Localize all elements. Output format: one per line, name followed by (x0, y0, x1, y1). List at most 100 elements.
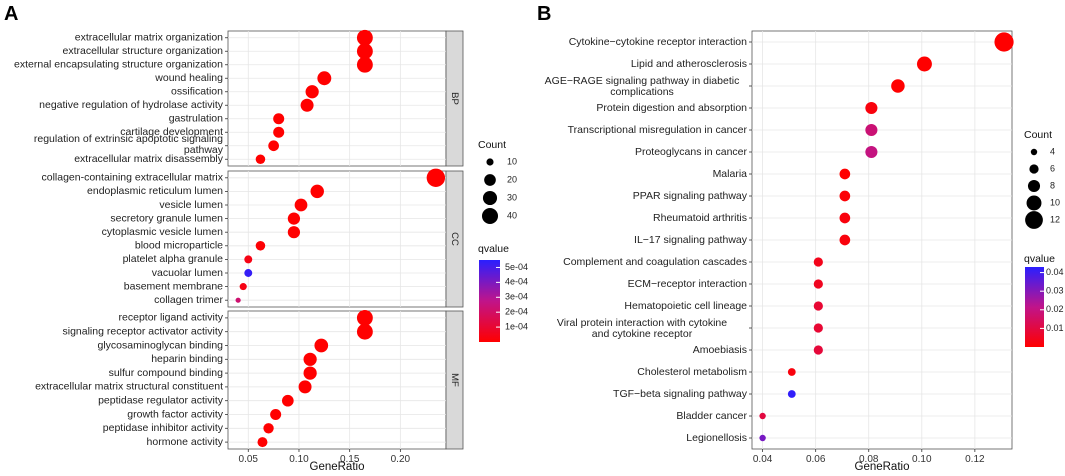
panel-label-a: A (4, 3, 18, 25)
y-tick-label: Cytokine−cytokine receptor interaction (569, 36, 747, 48)
y-tick-label: Cholesterol metabolism (637, 366, 747, 378)
facet-strip-label: MF (449, 373, 460, 387)
facet-panel-cc (227, 170, 447, 308)
dot-point (787, 368, 796, 376)
y-tick-label: IL−17 signaling pathway (634, 234, 748, 246)
dot-point (235, 297, 241, 303)
size-legend-label: 40 (507, 210, 517, 220)
size-legend-label: 30 (507, 192, 517, 202)
legend-a: Count 10 20 30 40 qvalue 5e-04 4e-04 3e-04 2e-… (478, 139, 528, 342)
y-tick-label: heparin binding (151, 353, 223, 365)
size-legend-label: 10 (1050, 197, 1060, 207)
size-legend-dot (1026, 195, 1042, 211)
dot-point (839, 212, 851, 224)
size-legend-dot (486, 158, 494, 166)
y-tick-label: receptor ligand activity (119, 312, 224, 324)
dot-point (244, 269, 253, 277)
dot-point (356, 29, 373, 46)
colorbar-label: 0.03 (1046, 286, 1064, 296)
facet-strip-mf (445, 310, 464, 450)
dot-point (303, 366, 317, 380)
y-tick-label: gastrulation (169, 113, 223, 125)
y-tick-label: AGE−RAGE signaling pathway in diabetic co… (545, 75, 740, 98)
y-tick-label: wound healing (154, 72, 223, 84)
y-tick-label: Hematopoietic cell lineage (624, 300, 747, 312)
y-tick-label: external encapsulating structure organiz… (14, 59, 223, 71)
dot-point (994, 32, 1014, 52)
y-tick-label: Proteoglycans in cancer (635, 146, 748, 158)
legend-b-qvalue-title: qvalue (1024, 253, 1055, 265)
x-tick-label: 0.12 (965, 454, 985, 465)
colorbar-label: 4e-04 (505, 277, 528, 287)
x-axis-title: GeneRatio (855, 461, 910, 473)
facet-strip-label: BP (449, 92, 460, 105)
dot-point (759, 434, 766, 442)
dot-point (839, 168, 851, 180)
dot-point (813, 323, 823, 333)
dot-point (239, 283, 247, 291)
colorbar-label: 5e-04 (505, 262, 528, 272)
dot-point (916, 56, 932, 72)
dot-point (255, 154, 266, 165)
dot-point (865, 145, 878, 159)
legend-b: Count 4 6 8 10 12 qvalue 0.04 0.03 0.02 0.01 (1024, 129, 1064, 347)
size-legend-dot (484, 174, 496, 186)
dot-point (263, 423, 274, 434)
y-tick-label: growth factor activity (127, 408, 223, 420)
size-legend-label: 12 (1050, 214, 1060, 224)
dot-point (273, 113, 285, 125)
dot-point (865, 101, 878, 115)
dot-point (314, 338, 329, 353)
y-tick-label: basement membrane (124, 280, 223, 292)
y-tick-label: platelet alpha granule (123, 253, 224, 265)
dot-point (891, 79, 905, 93)
x-tick-label: 0.04 (753, 454, 773, 465)
y-tick-label: Legionellosis (686, 432, 747, 444)
dot-point (839, 190, 851, 202)
dot-point (356, 323, 373, 340)
size-legend-label: 20 (507, 174, 517, 184)
y-tick-label: extracellular matrix organization (75, 32, 223, 44)
dot-point (300, 98, 314, 112)
x-tick-label: 0.05 (239, 454, 259, 465)
size-legend-dot (1029, 164, 1039, 174)
legend-b-count-title: Count (1024, 129, 1052, 141)
dot-point (273, 126, 285, 138)
y-tick-label: regulation of extrinsic apoptotic signal… (34, 133, 224, 156)
colorbar-label: 0.04 (1046, 267, 1064, 277)
y-tick-label: extracellular matrix structural constitu… (35, 381, 223, 393)
colorbar-label: 0.01 (1046, 323, 1064, 333)
legend-a-colorbar (479, 260, 500, 342)
y-tick-label: Complement and coagulation cascades (563, 256, 747, 268)
x-tick-label: 0.15 (340, 454, 360, 465)
facet-strip-bp (445, 30, 464, 167)
y-tick-label: Transcriptional misregulation in cancer (568, 124, 748, 136)
size-legend-label: 8 (1050, 180, 1055, 190)
dot-point (865, 123, 878, 137)
dot-point (356, 56, 373, 73)
dot-point (813, 301, 823, 311)
dot-point (356, 43, 373, 60)
dot-point (305, 85, 319, 99)
y-tick-label: cartilage development (120, 126, 223, 138)
y-tick-label: ossification (171, 86, 223, 98)
y-tick-label: Bladder cancer (676, 410, 747, 422)
x-tick-label: 0.06 (806, 454, 826, 465)
dot-point (287, 226, 301, 239)
y-tick-label: Protein digestion and absorption (596, 102, 747, 114)
size-legend-dot (1025, 211, 1043, 229)
y-tick-label: Lipid and atherosclerosis (631, 58, 747, 70)
x-axis-title: GeneRatio (310, 461, 365, 473)
dot-point (244, 255, 253, 264)
y-tick-label: Malaria (713, 168, 748, 180)
colorbar-label: 0.02 (1046, 304, 1064, 314)
colorbar-label: 3e-04 (505, 292, 528, 302)
y-tick-label: vesicle lumen (159, 199, 223, 211)
y-tick-label: peptidase regulator activity (98, 394, 224, 406)
y-tick-label: Viral protein interaction with cytokine a… (557, 317, 727, 340)
legend-a-count-title: Count (478, 139, 506, 151)
x-tick-label: 0.10 (289, 454, 309, 465)
colorbar-label: 2e-04 (505, 307, 528, 317)
dot-point (356, 309, 373, 326)
